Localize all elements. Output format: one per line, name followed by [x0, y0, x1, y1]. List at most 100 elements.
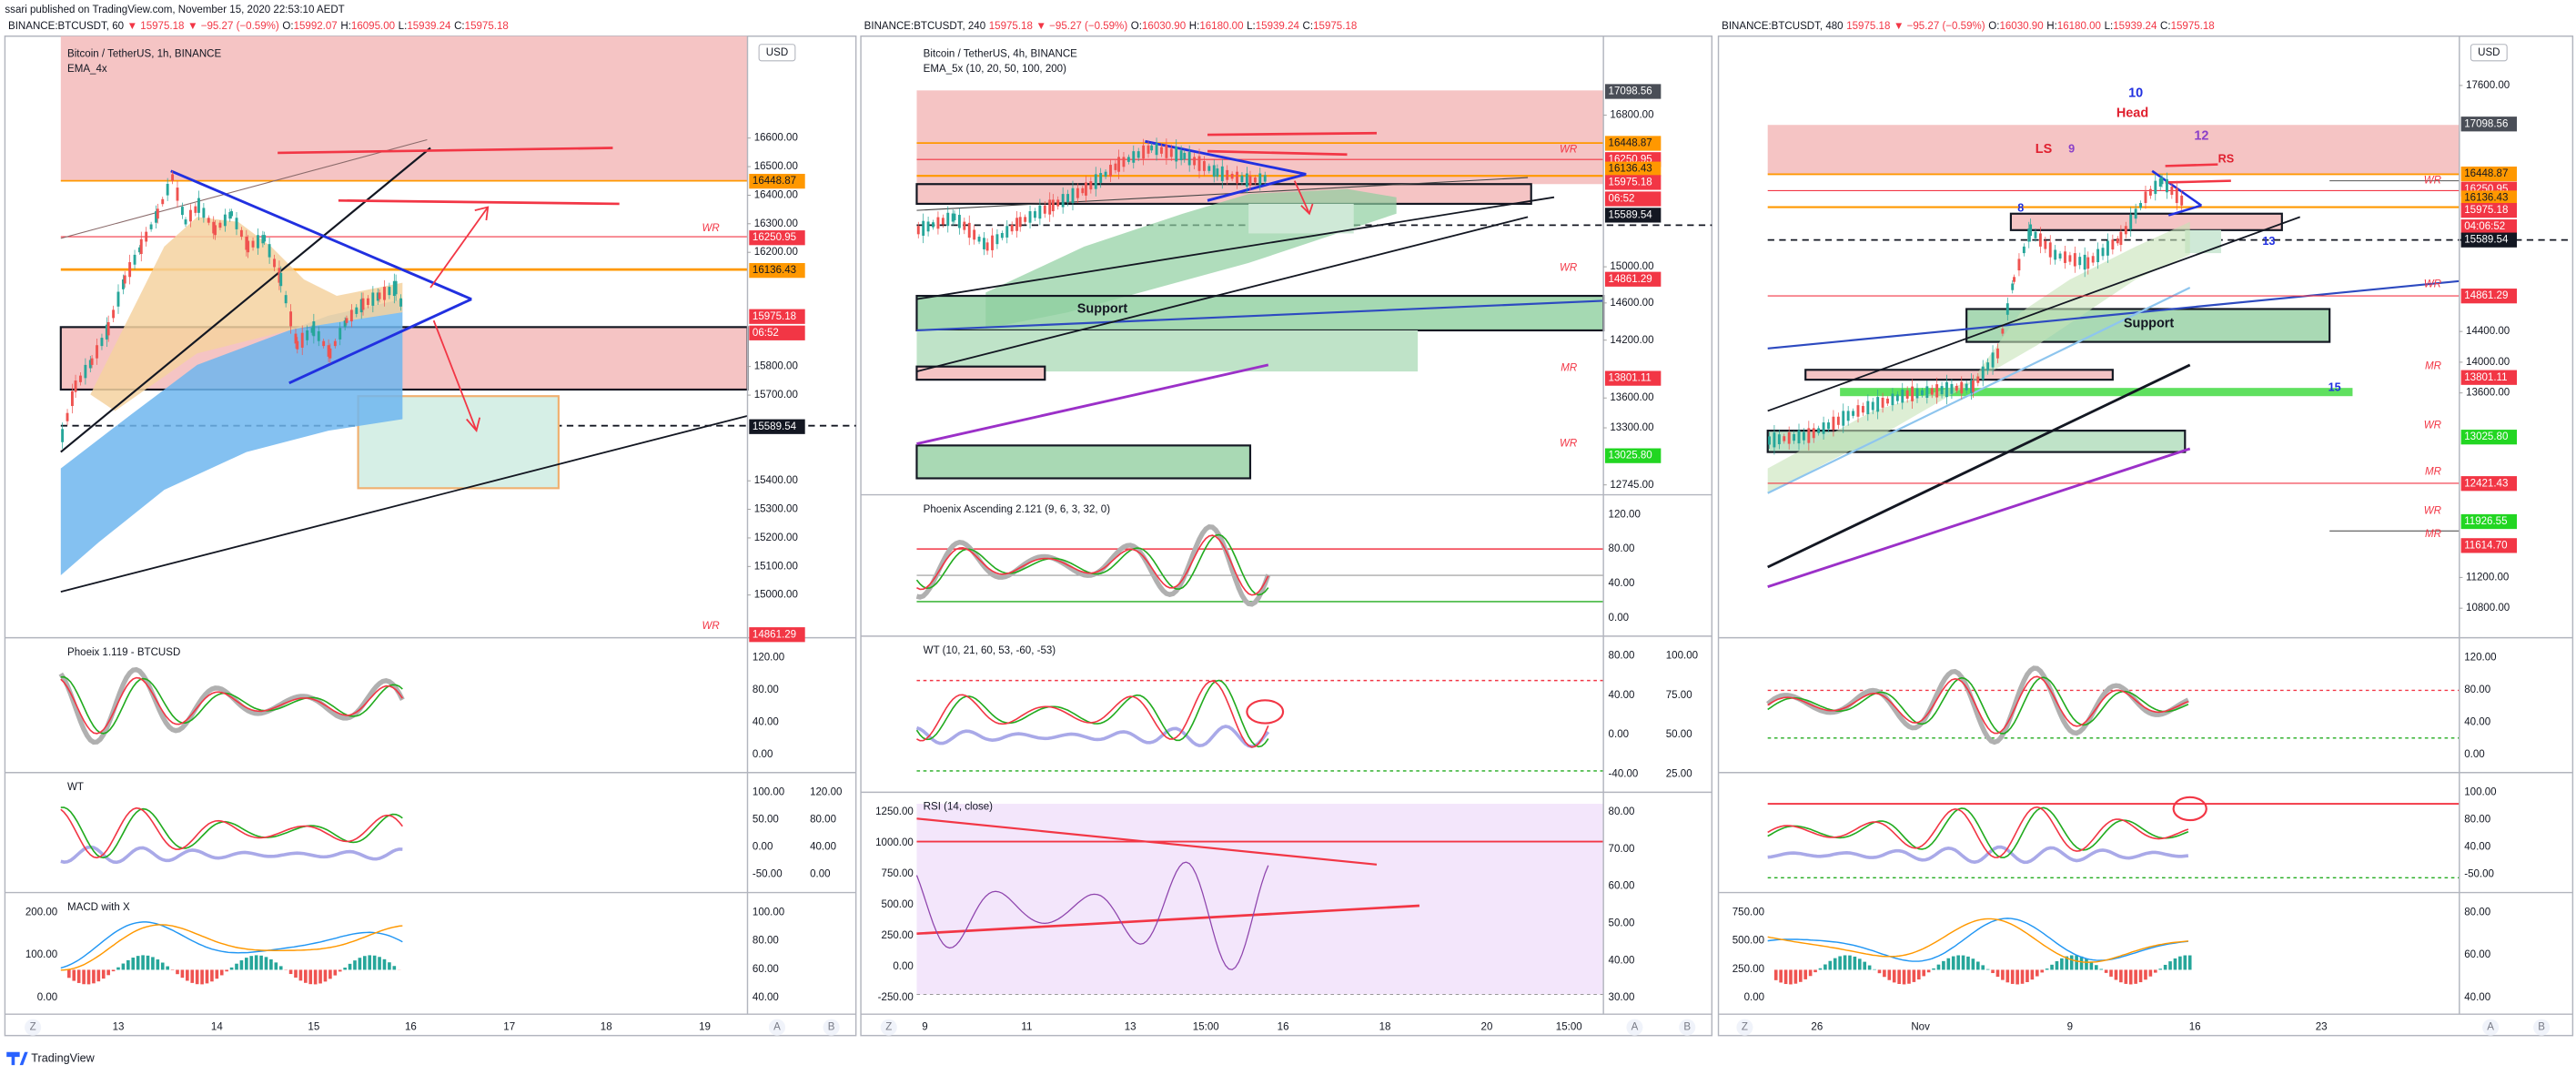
corner-button[interactable]: [25, 1019, 42, 1036]
histogram-bar: [2099, 969, 2104, 970]
corner-button[interactable]: [768, 1019, 786, 1036]
price-tick-label: 17600.00: [2466, 80, 2510, 91]
price-tick-label: 16200.00: [754, 247, 798, 258]
price-tick-label: 14000.00: [2466, 357, 2510, 368]
price-tag-label: 15589.54: [1609, 209, 1653, 220]
price-tag-label: 16448.87: [2464, 168, 2508, 179]
candle-body: [1965, 383, 1968, 390]
time-tick-label: 15:00: [1193, 1022, 1219, 1033]
histogram-bar: [2094, 965, 2098, 970]
price-tick-label: 16600.00: [754, 133, 798, 144]
corner-button[interactable]: [2482, 1019, 2500, 1036]
histogram-bar: [259, 955, 263, 970]
histogram-bar: [2015, 969, 2019, 985]
annotation: 15: [2329, 381, 2341, 394]
candle-body: [261, 235, 265, 244]
price-tick-label: 16800.00: [1610, 109, 1653, 120]
change: ▼ −95.27 (−0.59%): [1894, 21, 1985, 32]
price-tick-label: 15200.00: [754, 532, 798, 543]
ohlc-value: 16180.00: [2057, 21, 2101, 32]
histogram-bar: [121, 963, 126, 970]
histogram-bar: [333, 969, 338, 976]
time-tick-label: 16: [2189, 1022, 2201, 1033]
histogram-bar: [156, 959, 160, 970]
histogram-bar: [1926, 969, 1931, 973]
drawing: [60, 35, 748, 181]
histogram-bar: [200, 969, 204, 985]
indicator-line: [915, 725, 1270, 749]
price-tag: [749, 263, 805, 279]
candle-body: [284, 295, 288, 304]
drawing: [474, 206, 490, 221]
candle-body: [1197, 156, 1201, 171]
corner-label: A: [1631, 1022, 1639, 1033]
histogram-bar: [392, 966, 397, 970]
panel-frame: [4, 35, 857, 1037]
currency-box[interactable]: [758, 44, 796, 62]
corner-button[interactable]: [1626, 1019, 1643, 1036]
corner-label: Z: [885, 1022, 892, 1033]
candle-body: [366, 298, 369, 305]
indicator-line: [60, 676, 404, 735]
histogram-bar: [1907, 969, 1911, 984]
ohlc-key: H:: [2046, 21, 2057, 32]
pane-tick-label: 60.00: [753, 964, 779, 975]
pane-tick-label: 0.00: [753, 749, 773, 760]
histogram-bar: [239, 960, 244, 970]
pane-tick-label: 40.00: [1609, 578, 1635, 589]
pane-tick-label: 50.00: [1609, 918, 1635, 929]
histogram-bar: [1853, 956, 1857, 970]
candle-body: [1822, 422, 1825, 434]
histogram-bar: [195, 969, 199, 985]
currency-box[interactable]: [2470, 44, 2508, 62]
drawing: [1767, 287, 2191, 494]
candle-body: [105, 324, 108, 340]
corner-button[interactable]: [2533, 1019, 2551, 1036]
price-tick-label: 16300.00: [754, 218, 798, 229]
corner-button[interactable]: [1679, 1019, 1696, 1036]
countdown-tag: [749, 325, 805, 340]
price-tag-label: 15589.54: [753, 421, 797, 432]
pane-tick-label: 0.00: [893, 961, 913, 972]
price-tag-label: 17098.56: [1609, 86, 1652, 97]
histogram-bar: [1975, 961, 1980, 970]
candle-body: [1258, 173, 1262, 186]
pane-tick-label: 70.00: [1609, 844, 1635, 855]
candle-body: [1842, 411, 1845, 426]
candle-body: [128, 262, 132, 278]
candle-body: [1048, 199, 1052, 215]
published-line: ssari published on TradingView.com, Nove…: [5, 5, 344, 15]
candle-body: [228, 211, 232, 219]
pane-title: MACD with X: [67, 902, 130, 913]
drawing: [916, 299, 1604, 332]
candle-body: [926, 221, 930, 232]
candle-body: [1005, 226, 1009, 238]
price-tag: [1604, 175, 1662, 190]
price-tag-label: 16136.43: [753, 265, 796, 276]
candle-body: [2048, 242, 2052, 258]
pane-tick-label: 80.00: [1609, 543, 1635, 554]
candle-body: [138, 247, 141, 253]
candle-body: [371, 292, 375, 306]
candle-body: [155, 211, 157, 223]
price-tag: [749, 230, 805, 246]
pane-tick-label: 500.00: [882, 899, 914, 910]
candle-body: [2005, 303, 2009, 315]
corner-button[interactable]: [1736, 1019, 1753, 1036]
candle-body: [2160, 177, 2164, 185]
pane-tick-label: 100.00: [753, 786, 784, 797]
price-tag: [2460, 370, 2518, 385]
pane-tick-label: 50.00: [753, 815, 779, 826]
pane-tick-label: 40.00: [2464, 716, 2490, 727]
time-tick-label: 9: [922, 1022, 927, 1033]
corner-button[interactable]: [880, 1019, 897, 1036]
price-tick-label: 14400.00: [2466, 326, 2510, 337]
drawing: [1207, 173, 1307, 202]
histogram-bar: [2035, 969, 2039, 977]
level-label: WR: [1560, 262, 1577, 273]
price-tick-label: 12745.00: [1610, 480, 1653, 491]
corner-button[interactable]: [823, 1019, 840, 1036]
histogram-bar: [269, 958, 273, 970]
drawing: [60, 138, 428, 239]
level-label: WR: [2424, 176, 2441, 187]
